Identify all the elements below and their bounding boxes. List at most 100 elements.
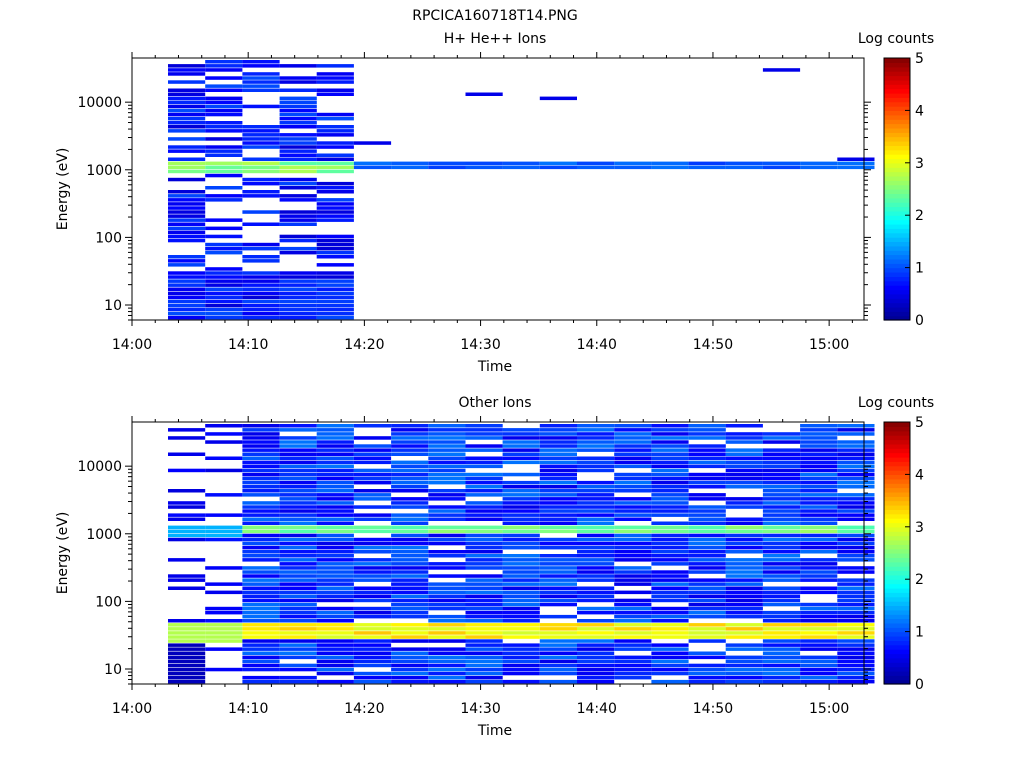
heatmap-cell [837,541,875,546]
heatmap-cell [391,639,429,643]
heatmap-cell [651,667,689,672]
colorbar-swatch [884,289,910,295]
heatmap-cell [725,165,763,170]
heatmap-cell [279,238,317,243]
heatmap-cell [837,671,875,676]
heatmap-cell [837,578,875,582]
heatmap-cell [465,582,503,586]
heatmap-cell [762,468,801,473]
heatmap-cell [279,594,317,599]
heatmap-cell [279,574,317,578]
heatmap-cell [651,671,689,676]
heatmap-cell [651,468,689,473]
heatmap-cell [279,582,317,586]
heatmap-cell [837,517,875,521]
heatmap-cell [539,509,577,513]
heatmap-cell [837,623,875,627]
heatmap-cell [577,440,615,444]
heatmap-cell [837,679,875,684]
heatmap-cell [279,614,317,619]
heatmap-cell [614,643,652,647]
heatmap-cell [316,537,354,542]
heatmap-cell [577,655,615,660]
heatmap-cell [242,631,280,635]
heatmap-cell [762,594,801,599]
heatmap-cell [316,76,354,80]
heatmap-cell [205,271,243,275]
heatmap-cell [539,647,577,651]
heatmap-cell [205,275,243,279]
heatmap-cell [837,598,875,603]
heatmap-cell [279,529,317,534]
heatmap-cell [242,598,280,603]
heatmap-cell [279,121,317,125]
heatmap-cell [688,432,726,436]
heatmap-cell [279,602,317,607]
colorbar-swatch [884,483,910,489]
colorbar-swatch [884,241,910,247]
heatmap-cell [428,476,466,481]
heatmap-cell [800,574,838,578]
colorbar-swatch [884,189,910,194]
heatmap-cell [651,456,689,460]
heatmap-cell [688,578,726,582]
heatmap-cell [205,440,243,444]
heatmap-cell [168,157,206,161]
colorbar-swatch [884,553,910,558]
heatmap-cell [539,659,577,664]
heatmap-cell [242,651,280,655]
heatmap-cell [242,242,280,247]
heatmap-cell [279,452,317,456]
heatmap-cell [428,525,466,530]
heatmap-cell [837,631,875,635]
heatmap-cell [800,468,838,473]
heatmap-cell [614,566,652,570]
heatmap-cell [168,279,206,283]
heatmap-cell [242,655,280,660]
heatmap-cell [428,440,466,444]
heatmap-cell [837,606,875,611]
heatmap-cell [353,525,392,530]
heatmap-cell [205,173,243,178]
heatmap-cell [539,598,577,603]
heatmap-cell [539,517,577,521]
heatmap-cell [837,594,875,599]
heatmap-cell [428,489,466,493]
heatmap-cell [428,614,466,619]
heatmap-cell [762,480,801,485]
colorbar-tick-label: 2 [915,208,924,224]
heatmap-cell [279,108,317,113]
heatmap-cell [391,501,429,505]
heatmap-cell [725,562,763,566]
colorbar-swatch [884,605,910,611]
heatmap-cell [688,570,726,574]
heatmap-cell [279,315,317,320]
heatmap-cell [205,108,243,113]
heatmap-cell [465,651,503,655]
heatmap-cell [279,165,317,170]
heatmap-cell [205,121,243,125]
heatmap-cell [279,562,317,566]
heatmap-cell [577,570,615,574]
heatmap-cell [242,181,280,186]
heatmap-cell [391,554,429,558]
heatmap-cell [725,550,763,554]
heatmap-cell [502,161,540,166]
heatmap-cell [539,444,577,448]
heatmap-cell [539,505,577,509]
heatmap-cell [800,643,838,647]
heatmap-cell [502,497,540,501]
colorbar-border [883,57,911,321]
heatmap-cell [651,452,689,456]
heatmap-cell [428,464,466,469]
heatmap-cell [800,525,838,530]
heatmap-cell [242,283,280,287]
heatmap-cell [502,165,540,170]
heatmap-cell [725,578,763,582]
heatmap-cell [205,647,243,651]
heatmap-cell [168,165,206,170]
heatmap-cell [279,181,317,186]
colorbar-swatch [884,202,910,208]
heatmap-cell [316,590,354,595]
heatmap-cell [577,456,615,460]
